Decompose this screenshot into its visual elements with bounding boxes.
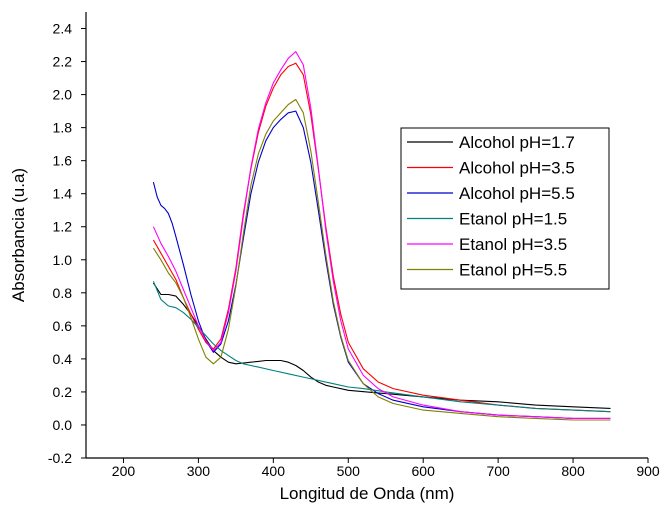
y-tick-label: 1.4: [53, 186, 73, 202]
x-tick-label: 900: [636, 463, 660, 479]
legend-label: Alcohol pH=1.7: [459, 133, 575, 152]
series-line-4: [152, 281, 611, 413]
x-tick-label: 300: [187, 463, 211, 479]
y-tick-label: 1.8: [53, 120, 73, 136]
series-line-5: [152, 51, 611, 419]
plot-lines: [152, 51, 611, 421]
y-tick-label: 2.0: [53, 87, 73, 103]
legend: Alcohol pH=1.7 Alcohol pH=3.5 Alcohol pH=5…: [400, 127, 610, 290]
x-tick-label: 600: [412, 463, 436, 479]
series-line-3: [152, 110, 611, 419]
y-tick-label: 2.4: [53, 21, 73, 37]
y-tick-label: 2.2: [53, 54, 73, 70]
y-tick-label: -0.2: [48, 450, 72, 466]
x-tick-label: 400: [262, 463, 286, 479]
series-line-6: [152, 98, 611, 421]
y-tick-label: 1.6: [53, 153, 73, 169]
x-tick-label: 200: [112, 463, 136, 479]
x-tick-label: 500: [337, 463, 361, 479]
y-axis-title: Absorbancia (u.a): [9, 168, 28, 302]
legend-label: Etanol pH=5.5: [459, 261, 567, 280]
y-ticks: -0.2 0.0 0.2 0.4 0.6 0.8 1.0 1.2 1.4 1.6 1.8 2.0 2.2…: [48, 21, 86, 466]
axes: [85, 12, 648, 459]
legend-box: [400, 127, 610, 290]
legend-label: Alcohol pH=5.5: [459, 184, 575, 203]
legend-label: Etanol pH=1.5: [459, 210, 567, 229]
legend-label: Alcohol pH=3.5: [459, 159, 575, 178]
y-tick-label: 0.6: [53, 318, 73, 334]
series-line-1: [152, 282, 611, 409]
x-ticks: 200 300 400 500 600 700 800 900: [112, 458, 660, 479]
x-tick-label: 700: [486, 463, 510, 479]
x-tick-label: 800: [561, 463, 585, 479]
y-tick-label: 0.4: [53, 351, 73, 367]
y-tick-label: 1.2: [53, 219, 73, 235]
x-axis-title: Longitud de Onda (nm): [280, 484, 455, 503]
legend-label: Etanol pH=3.5: [459, 235, 567, 254]
y-tick-label: 0.0: [53, 417, 73, 433]
y-tick-label: 0.8: [53, 285, 73, 301]
y-tick-label: 1.0: [53, 252, 73, 268]
y-tick-label: 0.2: [53, 384, 73, 400]
